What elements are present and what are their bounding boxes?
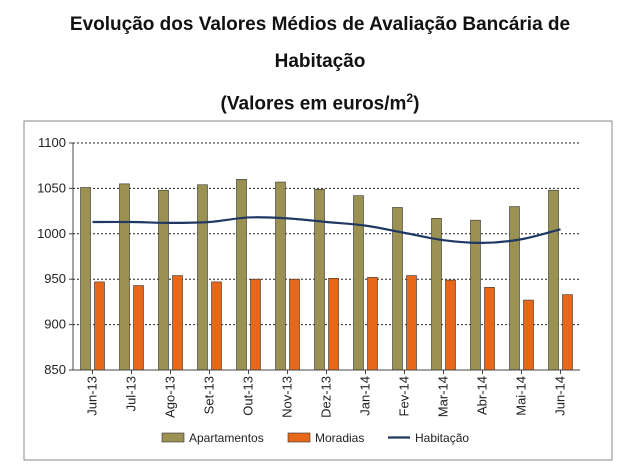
title-line-2: Habitação <box>274 51 366 72</box>
subtitle-end: ) <box>413 93 420 115</box>
bar-moradias-dez-13 <box>328 277 339 371</box>
legend-label-moradias: Moradias <box>315 431 364 445</box>
bar-moradias-fev-14 <box>406 275 417 371</box>
x-tick-label-ago-13: Ago-13 <box>163 376 178 418</box>
legend-swatch-apartamentos <box>161 432 185 443</box>
y-tick-label-1000: 1000 <box>37 226 66 241</box>
x-tick-label-nov-13: Nov-13 <box>280 376 295 418</box>
bar-moradias-ago-13 <box>172 275 183 371</box>
bar-moradias-out-13 <box>250 278 261 371</box>
y-tick-label-1050: 1050 <box>37 180 66 195</box>
x-tick-label-set-13: Set-13 <box>202 376 217 414</box>
title-line-1: Evolução dos Valores Médios de Avaliação… <box>69 14 571 35</box>
bar-apartamentos-dez-13 <box>314 189 325 371</box>
bar-moradias-jun-14 <box>562 294 573 371</box>
x-tick-label-abr-14: Abr-14 <box>475 376 490 415</box>
chart-frame <box>23 120 613 461</box>
bar-apartamentos-jun-13 <box>80 187 91 371</box>
x-tick-label-jun-13: Jun-13 <box>85 376 100 416</box>
legend-swatch-moradias <box>287 432 311 443</box>
x-tick-label-jun-14: Jun-14 <box>553 376 568 416</box>
legend: Apartamentos Moradias Habitação <box>161 431 469 445</box>
bar-moradias-mai-14 <box>523 299 534 371</box>
y-tick-label-900: 900 <box>44 317 66 332</box>
subtitle-superscript: 2 <box>406 91 414 105</box>
bar-apartamentos-ago-13 <box>158 189 169 371</box>
bar-moradias-mar-14 <box>445 279 456 371</box>
bar-apartamentos-nov-13 <box>275 181 286 371</box>
chart-subtitle: (Valores em euros/m2) <box>0 80 640 122</box>
x-tick-label-jul-13: Jul-13 <box>124 376 139 411</box>
bar-apartamentos-jul-13 <box>119 183 130 371</box>
y-axis: 850 900 950 1000 1050 1100 <box>37 135 74 377</box>
bar-apartamentos-jan-14 <box>353 195 364 371</box>
x-axis: Jun-13 Jul-13 Ago-13 Set-13 Out-13 Nov-13 Dez-… <box>73 369 580 418</box>
bar-apartamentos-mar-14 <box>431 218 442 371</box>
chart-title: Evolução dos Valores Médios de Avaliação… <box>0 6 640 122</box>
bar-moradias-set-13 <box>211 281 222 371</box>
legend-label-habitação: Habitação <box>415 431 469 445</box>
x-tick-label-dez-13: Dez-13 <box>319 376 334 418</box>
bar-moradias-jul-13 <box>133 285 144 371</box>
subtitle-text: (Valores em euros/m <box>220 93 407 115</box>
habitacao-line-group <box>92 216 561 244</box>
bar-apartamentos-out-13 <box>236 179 247 371</box>
x-tick-label-mai-14: Mai-14 <box>514 376 529 416</box>
bar-apartamentos-mai-14 <box>509 206 520 371</box>
gridlines <box>73 142 580 326</box>
x-tick-label-out-13: Out-13 <box>241 376 256 416</box>
bar-moradias-jun-13 <box>94 281 105 371</box>
bar-moradias-nov-13 <box>289 278 300 371</box>
bar-apartamentos-set-13 <box>197 184 208 371</box>
y-tick-label-1100: 1100 <box>38 135 66 150</box>
legend-label-apartamentos: Apartamentos <box>189 431 264 445</box>
x-tick-label-jan-14: Jan-14 <box>358 376 373 416</box>
y-tick-label-950: 950 <box>44 271 66 286</box>
x-tick-label-fev-14: Fev-14 <box>397 376 412 416</box>
y-tick-label-850: 850 <box>44 362 66 377</box>
bars <box>80 179 573 371</box>
bar-moradias-abr-14 <box>484 287 495 371</box>
bar-apartamentos-jun-14 <box>548 189 559 371</box>
x-tick-label-mar-14: Mar-14 <box>436 376 451 417</box>
bar-moradias-jan-14 <box>367 277 378 371</box>
